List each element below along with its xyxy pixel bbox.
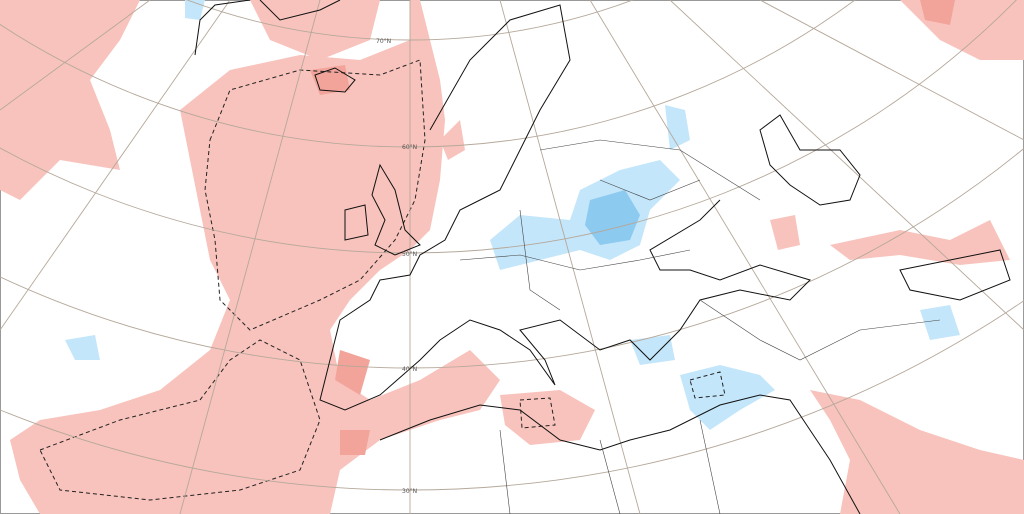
meridian <box>0 0 231 331</box>
coastline <box>899 249 1011 301</box>
blue-area <box>630 335 675 365</box>
latitude-labels: 70°N 60°N 50°N 40°N 30°N <box>376 38 417 495</box>
coastline <box>344 163 421 256</box>
latitude-label: 50°N <box>402 251 417 258</box>
blue-area <box>65 335 100 360</box>
coastline <box>194 0 341 56</box>
coastline <box>759 114 861 206</box>
contour <box>204 59 426 331</box>
pink-area <box>440 120 465 160</box>
blue-area <box>920 305 960 340</box>
pink-area <box>830 220 1010 265</box>
meridian <box>759 0 1024 141</box>
coastline <box>314 67 356 93</box>
contours <box>39 59 726 501</box>
latitude-label: 30°N <box>402 488 417 495</box>
contour <box>39 339 321 501</box>
blue-area <box>665 105 690 150</box>
pink-area <box>10 0 500 514</box>
meridian <box>669 0 1024 331</box>
negative-anomaly <box>65 0 960 430</box>
coastlines <box>194 0 1011 514</box>
strong-pink-area <box>920 0 955 25</box>
blue-area <box>490 160 680 270</box>
blue-area <box>680 365 775 430</box>
strong-pink-area <box>340 430 370 455</box>
pink-area <box>250 0 380 60</box>
coastline <box>319 4 811 411</box>
border <box>459 139 941 514</box>
latitude-label: 40°N <box>402 366 417 373</box>
meridian <box>0 0 151 111</box>
meridian <box>179 0 321 514</box>
pink-area <box>0 0 140 200</box>
meridian <box>589 0 901 514</box>
pink-area <box>770 215 800 250</box>
contour <box>519 397 556 429</box>
strong-blue-area <box>585 190 640 245</box>
coastline <box>379 394 861 514</box>
latitude-label: 70°N <box>376 38 391 45</box>
strong-pink-area <box>335 350 370 395</box>
meridian <box>499 0 641 514</box>
pink-area <box>500 390 595 445</box>
latitude-label: 60°N <box>402 144 417 151</box>
pink-area <box>810 390 1024 514</box>
strong-pink-area <box>310 65 350 95</box>
